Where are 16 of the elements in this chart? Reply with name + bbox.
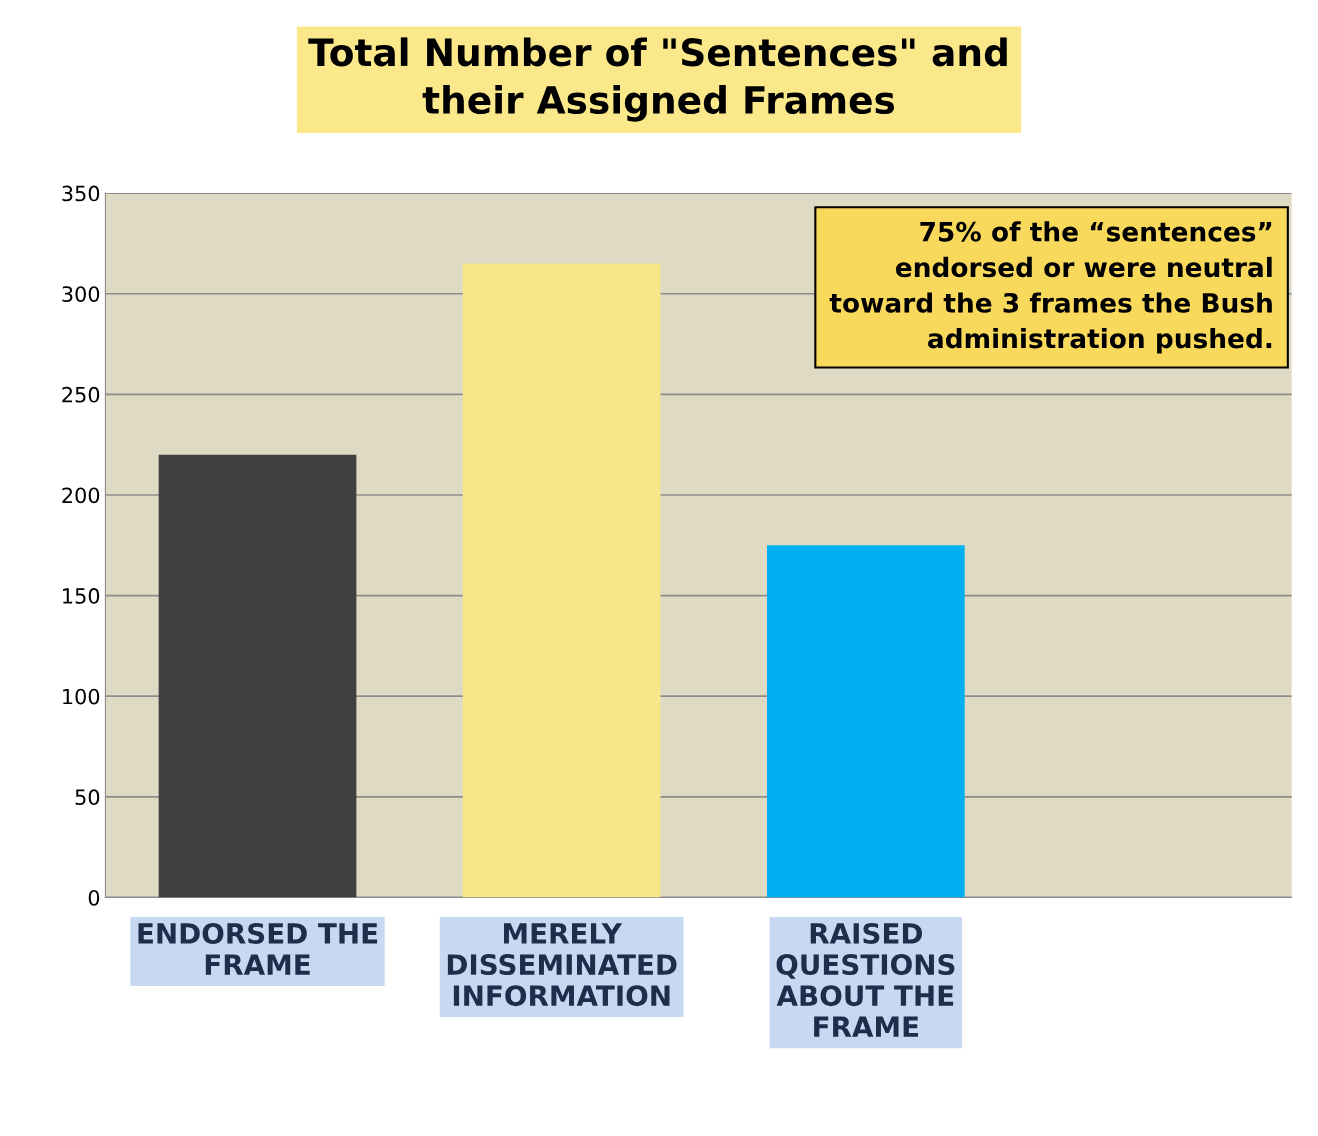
x-tick-label: ENDORSED THE FRAME bbox=[138, 922, 378, 975]
y-tick-label: 150 bbox=[63, 588, 100, 604]
y-tick-label: 250 bbox=[62, 386, 100, 403]
y-tick-label: 200 bbox=[62, 487, 100, 504]
y-tick-label: 300 bbox=[62, 286, 100, 302]
bar bbox=[462, 263, 661, 898]
annotation: 75% of the “sentences” endorsed or were neutral toward the 3 frames the Bush administration pushed. bbox=[829, 221, 1272, 354]
chart-title: Total Number of "Sentences" and their Assigned Frames bbox=[308, 37, 1007, 122]
x-tick-label: RAISED QUESTIONS ABOUT THE FRAME bbox=[776, 922, 955, 1037]
bar bbox=[158, 454, 357, 898]
x-tick-label: MERELY DISSEMINATED INFORMATION bbox=[447, 923, 677, 1007]
y-tick-label: 350 bbox=[62, 185, 100, 202]
y-tick-label: 0 bbox=[88, 889, 100, 906]
y-tick-label: 50 bbox=[75, 789, 100, 806]
bar bbox=[766, 545, 965, 898]
y-tick-label: 100 bbox=[63, 688, 100, 705]
